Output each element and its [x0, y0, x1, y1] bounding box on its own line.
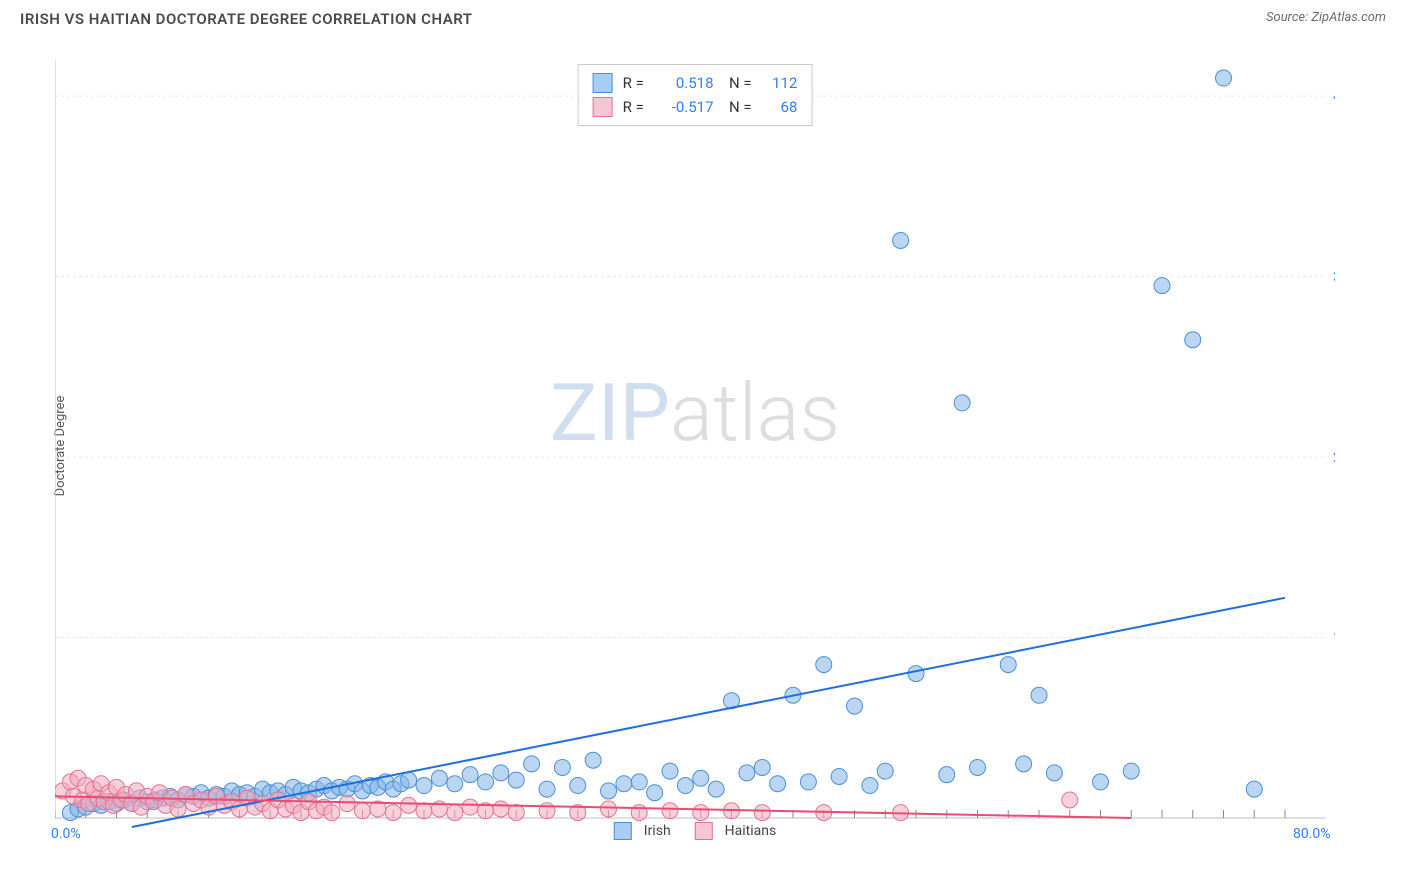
data-point — [554, 759, 570, 775]
data-point — [693, 805, 709, 821]
x-axis-min-label: 0.0% — [51, 826, 81, 842]
data-point — [800, 774, 816, 790]
data-point — [493, 801, 509, 817]
n-value: 112 — [763, 71, 797, 95]
data-point — [754, 805, 770, 821]
data-point — [462, 799, 478, 815]
data-point — [877, 763, 893, 779]
legend-swatch — [593, 97, 613, 117]
data-point — [1046, 765, 1062, 781]
data-point — [416, 778, 432, 794]
data-point — [1123, 763, 1139, 779]
x-axis-max-label: 80.0% — [1293, 826, 1331, 842]
data-point — [939, 767, 955, 783]
data-point — [1093, 774, 1109, 790]
data-point — [708, 781, 724, 797]
data-point — [601, 801, 617, 817]
data-point — [385, 805, 401, 821]
data-point — [677, 778, 693, 794]
data-point — [647, 785, 663, 801]
data-point — [462, 767, 478, 783]
data-point — [508, 805, 524, 821]
data-point — [862, 778, 878, 794]
legend-stat-row: R = -0.517 N = 68 — [593, 95, 798, 119]
svg-text:20.0%: 20.0% — [1333, 450, 1335, 466]
data-point — [601, 783, 617, 799]
svg-text:40.0%: 40.0% — [1333, 89, 1335, 105]
data-point — [1216, 70, 1232, 86]
data-point — [954, 395, 970, 411]
legend-swatch — [614, 822, 632, 840]
data-point — [355, 803, 371, 819]
data-point — [893, 232, 909, 248]
data-point — [524, 756, 540, 772]
n-value: 68 — [763, 95, 797, 119]
data-point — [1246, 781, 1262, 797]
data-point — [631, 805, 647, 821]
n-label: N = — [729, 95, 752, 119]
data-point — [1185, 332, 1201, 348]
data-point — [478, 774, 494, 790]
n-label: N = — [729, 71, 752, 95]
data-point — [324, 805, 340, 821]
data-point — [739, 765, 755, 781]
data-point — [908, 666, 924, 682]
data-point — [662, 763, 678, 779]
scatter-plot: 10.0% 20.0% 30.0% 40.0% — [55, 50, 1335, 840]
data-point — [431, 770, 447, 786]
data-point — [447, 805, 463, 821]
r-label: R = — [623, 95, 644, 119]
svg-text:30.0%: 30.0% — [1333, 270, 1335, 286]
chart-container: ZIPatlas 10.0%20.0%30.0%40.0% R = 0.518 … — [55, 50, 1335, 840]
data-point — [401, 797, 417, 813]
data-point — [616, 776, 632, 792]
legend-item: Haitians — [695, 822, 777, 840]
data-point — [1000, 657, 1016, 673]
data-point — [1062, 792, 1078, 808]
data-point — [1031, 687, 1047, 703]
data-point — [754, 759, 770, 775]
data-point — [493, 765, 509, 781]
data-point — [1154, 278, 1170, 294]
data-point — [401, 772, 417, 788]
data-point — [539, 781, 555, 797]
legend-swatch — [695, 822, 713, 840]
data-point — [816, 657, 832, 673]
legend-stat-row: R = 0.518 N = 112 — [593, 71, 798, 95]
data-point — [339, 796, 355, 812]
data-point — [770, 776, 786, 792]
chart-title: IRISH VS HAITIAN DOCTORATE DEGREE CORREL… — [20, 10, 473, 28]
source-label: Source: ZipAtlas.com — [1266, 10, 1386, 25]
data-point — [585, 752, 601, 768]
data-point — [570, 778, 586, 794]
data-point — [693, 770, 709, 786]
data-point — [662, 803, 678, 819]
data-point — [170, 801, 186, 817]
series-legend: Irish Haitians — [614, 824, 776, 838]
data-point — [631, 774, 647, 790]
r-label: R = — [623, 71, 644, 95]
data-point — [831, 768, 847, 784]
legend-swatch — [593, 73, 613, 93]
r-value: -0.517 — [656, 95, 714, 119]
data-point — [508, 772, 524, 788]
legend-label: Haitians — [725, 823, 777, 839]
data-point — [447, 776, 463, 792]
stats-legend: R = 0.518 N = 112R = -0.517 N = 68 — [578, 64, 813, 126]
svg-text:10.0%: 10.0% — [1333, 631, 1335, 647]
data-point — [847, 698, 863, 714]
data-point — [1016, 756, 1032, 772]
legend-item: Irish — [614, 822, 671, 840]
data-point — [416, 803, 432, 819]
r-value: 0.518 — [656, 71, 714, 95]
data-point — [970, 759, 986, 775]
legend-label: Irish — [644, 823, 671, 839]
